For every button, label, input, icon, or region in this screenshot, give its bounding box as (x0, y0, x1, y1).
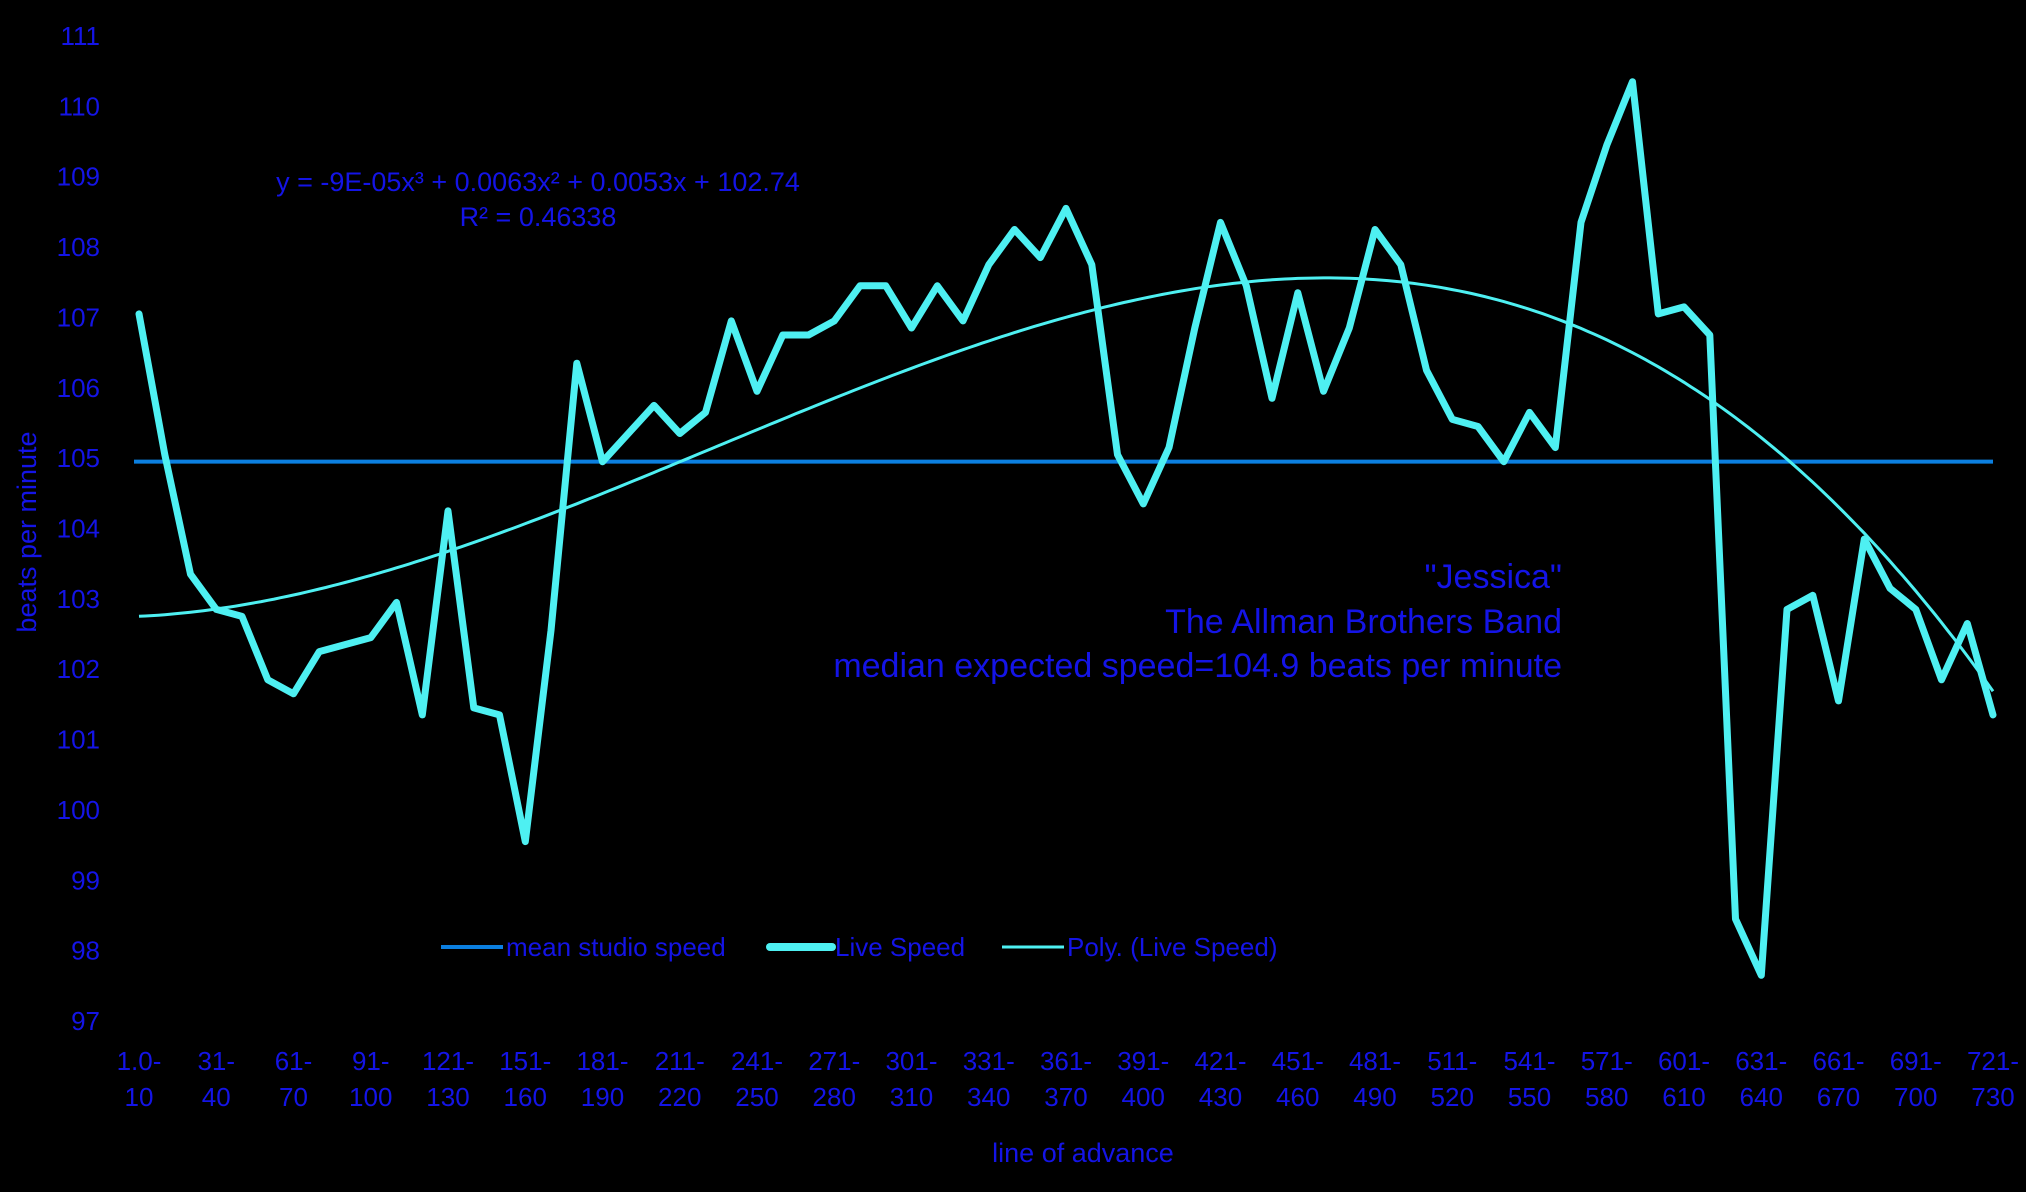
x-tick-label: 301- (885, 1046, 937, 1076)
x-tick-label: 400 (1122, 1082, 1165, 1112)
y-tick-label: 100 (57, 795, 100, 825)
y-tick-label: 111 (60, 21, 100, 51)
y-tick-label: 108 (57, 232, 100, 262)
annotation-band: The Allman Brothers Band (1165, 603, 1562, 641)
y-tick-label: 107 (57, 302, 100, 332)
x-tick-label: 70 (279, 1082, 308, 1112)
y-axis-ticks: 97 98 99 100 101 102 103 104 105 106 107 108 109 110 1… (57, 21, 100, 1036)
legend-mean-label: mean studio speed (506, 932, 726, 962)
annotation-song-title: "Jessica" (1424, 558, 1562, 596)
x-tick-label: 640 (1740, 1082, 1783, 1112)
x-tick-label: 331- (963, 1046, 1015, 1076)
x-tick-label: 160 (504, 1082, 547, 1112)
x-tick-label: 370 (1044, 1082, 1087, 1112)
x-tick-label: 610 (1662, 1082, 1705, 1112)
y-tick-label: 109 (57, 162, 100, 192)
x-tick-label: 541- (1503, 1046, 1555, 1076)
x-tick-label: 1.0- (117, 1046, 162, 1076)
x-tick-label: 721- (1967, 1046, 2019, 1076)
x-tick-label: 391- (1117, 1046, 1169, 1076)
x-tick-label: 550 (1508, 1082, 1551, 1112)
x-tick-label: 511- (1427, 1046, 1477, 1076)
x-tick-label: 250 (735, 1082, 778, 1112)
x-tick-label: 661- (1812, 1046, 1864, 1076)
x-tick-label: 310 (890, 1082, 933, 1112)
x-tick-label: 700 (1894, 1082, 1937, 1112)
series-live-speed (135, 78, 1997, 979)
x-tick-label: 730 (1971, 1082, 2014, 1112)
series-poly-trendline (138, 276, 1995, 693)
x-tick-label: 691- (1890, 1046, 1942, 1076)
x-tick-label: 190 (581, 1082, 624, 1112)
legend: mean studio speed Live Speed Poly. (Live… (441, 932, 1278, 962)
x-tick-label: 340 (967, 1082, 1010, 1112)
x-tick-label: 40 (202, 1082, 231, 1112)
x-tick-label: 31- (197, 1046, 235, 1076)
y-tick-label: 97 (71, 1006, 100, 1036)
x-tick-label: 670 (1817, 1082, 1860, 1112)
x-tick-label: 91- (352, 1046, 390, 1076)
x-tick-label: 10 (125, 1082, 154, 1112)
x-tick-label: 100 (349, 1082, 392, 1112)
x-tick-label: 490 (1353, 1082, 1396, 1112)
x-tick-label: 430 (1199, 1082, 1242, 1112)
x-tick-label: 361- (1040, 1046, 1092, 1076)
y-tick-label: 110 (59, 91, 100, 121)
x-tick-label: 601- (1658, 1046, 1710, 1076)
legend-live-label: Live Speed (835, 932, 965, 962)
x-tick-label: 211- (655, 1046, 705, 1076)
x-tick-label: 451- (1272, 1046, 1324, 1076)
x-tick-label: 61- (275, 1046, 313, 1076)
y-tick-label: 101 (57, 725, 100, 755)
y-tick-label: 99 (71, 865, 100, 895)
x-tick-label: 241- (731, 1046, 783, 1076)
x-axis-title: line of advance (992, 1138, 1174, 1168)
x-tick-label: 130 (426, 1082, 469, 1112)
x-tick-label: 271- (808, 1046, 860, 1076)
x-tick-label: 181- (576, 1046, 628, 1076)
y-tick-label: 106 (57, 373, 100, 403)
trendline-r-squared: R² = 0.46338 (460, 202, 617, 232)
x-tick-label: 520 (1431, 1082, 1474, 1112)
x-tick-label: 151- (499, 1046, 551, 1076)
y-tick-label: 103 (57, 584, 100, 614)
legend-poly-label: Poly. (Live Speed) (1067, 932, 1278, 962)
x-tick-label: 631- (1735, 1046, 1787, 1076)
x-tick-label: 421- (1194, 1046, 1246, 1076)
y-tick-label: 105 (57, 443, 100, 473)
x-tick-label: 481- (1349, 1046, 1401, 1076)
y-tick-label: 102 (57, 654, 100, 684)
y-tick-label: 104 (57, 514, 100, 544)
x-tick-label: 580 (1585, 1082, 1628, 1112)
annotation-median-speed: median expected speed=104.9 beats per mi… (833, 647, 1562, 685)
x-axis-ticks: 1.0- 10 31- 40 61- 70 91- 100 121- 130 151- 160 181-… (117, 1046, 2019, 1112)
x-tick-label: 280 (813, 1082, 856, 1112)
y-axis-title: beats per minute (12, 431, 42, 632)
x-tick-label: 220 (658, 1082, 701, 1112)
x-tick-label: 121- (422, 1046, 474, 1076)
x-tick-label: 460 (1276, 1082, 1319, 1112)
y-tick-label: 98 (71, 936, 100, 966)
x-tick-label: 571- (1581, 1046, 1633, 1076)
trendline-equation: y = -9E-05x³ + 0.0063x² + 0.0053x + 102.… (276, 167, 800, 197)
